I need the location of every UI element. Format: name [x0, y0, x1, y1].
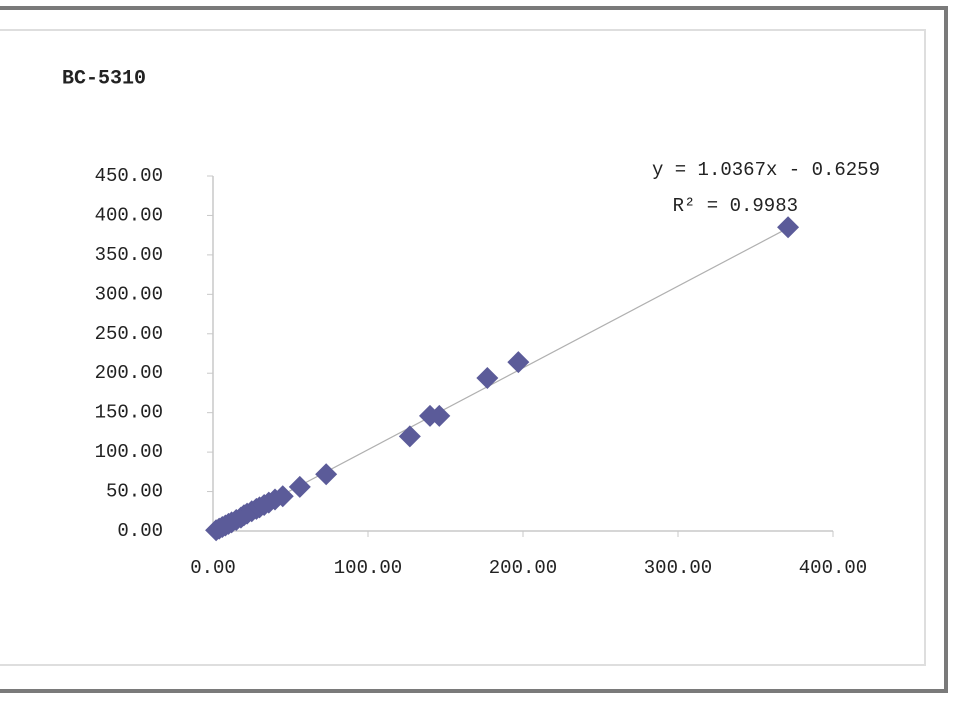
y-tick-label: 250.00 — [95, 323, 163, 345]
data-point — [271, 485, 294, 508]
trendline — [215, 227, 789, 531]
data-point — [476, 366, 499, 389]
plot-frame — [0, 29, 926, 666]
data-point — [777, 216, 800, 239]
data-point — [428, 404, 451, 427]
trend-r2: R² = 0.9983 — [673, 195, 798, 217]
chart-title: BC-5310 — [62, 67, 146, 90]
x-tick-label: 200.00 — [489, 557, 557, 579]
data-point — [288, 475, 311, 498]
y-tick-label: 350.00 — [95, 244, 163, 266]
y-tick-label: 200.00 — [95, 362, 163, 384]
x-tick-label: 0.00 — [190, 557, 236, 579]
y-tick-label: 450.00 — [95, 165, 163, 187]
x-tick-label: 100.00 — [334, 557, 402, 579]
x-tick-label: 400.00 — [799, 557, 867, 579]
trend-equation: y = 1.0367x - 0.6259 — [652, 159, 880, 181]
data-point — [398, 425, 421, 448]
y-tick-label: 150.00 — [95, 402, 163, 424]
data-point — [507, 351, 530, 374]
y-tick-label: 50.00 — [106, 481, 163, 503]
y-tick-label: 400.00 — [95, 204, 163, 226]
y-tick-label: 0.00 — [117, 520, 163, 542]
x-tick-label: 300.00 — [644, 557, 712, 579]
y-tick-label: 100.00 — [95, 441, 163, 463]
data-point — [315, 463, 338, 486]
y-tick-label: 300.00 — [95, 283, 163, 305]
